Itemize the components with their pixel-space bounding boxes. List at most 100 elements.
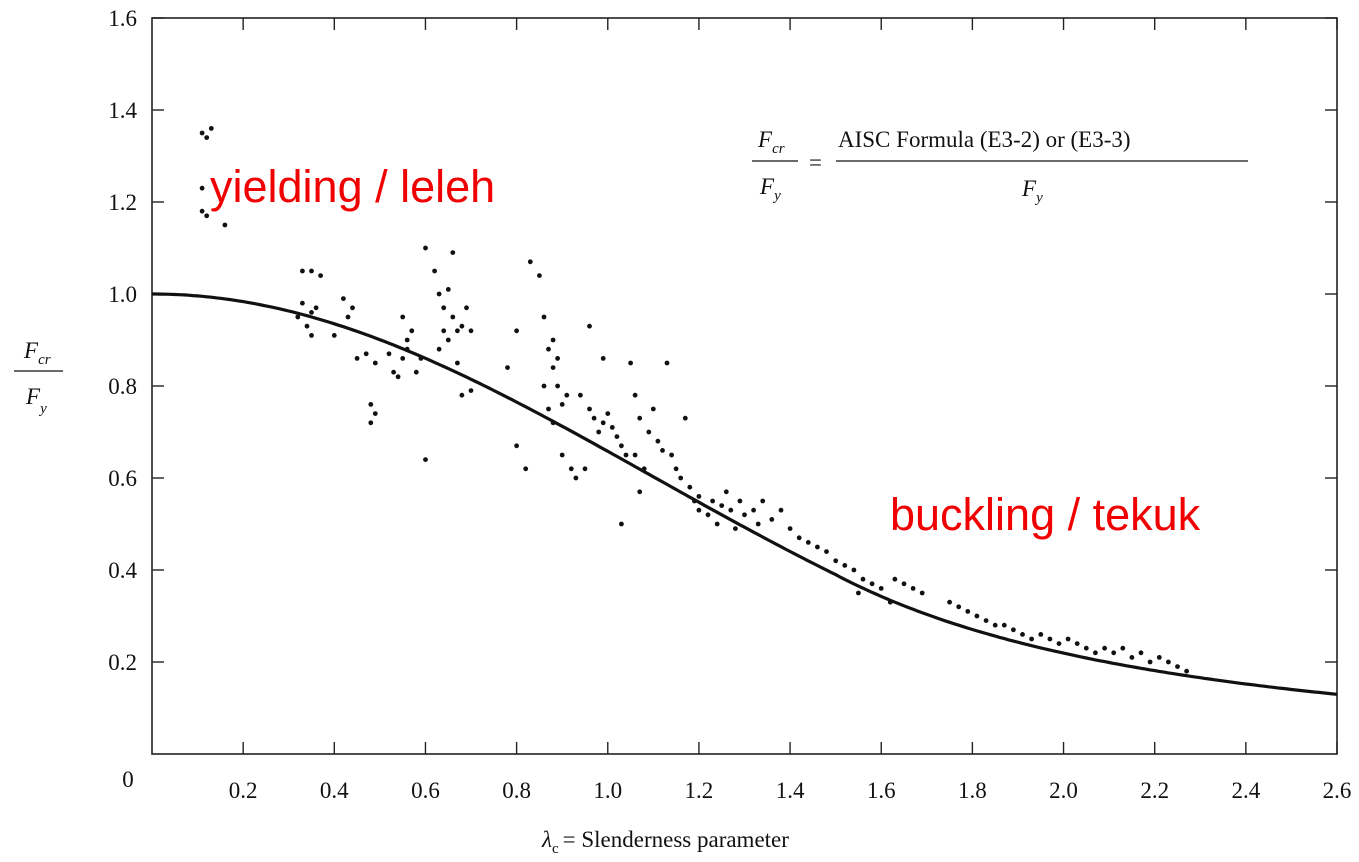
- data-point: [878, 586, 884, 591]
- y-tick-label: 1.2: [108, 190, 137, 215]
- data-point: [1129, 655, 1135, 660]
- data-point: [1011, 627, 1016, 633]
- data-point: [1166, 659, 1171, 665]
- data-point: [614, 434, 620, 439]
- data-point: [1047, 636, 1053, 642]
- data-point: [568, 466, 574, 472]
- data-point: [546, 346, 551, 352]
- data-point: [728, 507, 734, 513]
- data-point: [199, 185, 205, 191]
- x-tick-label: 1.4: [776, 778, 805, 803]
- data-point: [423, 245, 428, 251]
- data-point: [455, 360, 460, 366]
- x-tick-label: 1.8: [958, 778, 987, 803]
- axes-layer: 0.2 0.4 0.6 0.8 1.0 1.2 1.4 1.6 1.8 2.0 2.2 2.4 2.6 0…: [108, 6, 1351, 803]
- data-point: [796, 535, 802, 541]
- data-point: [404, 346, 410, 352]
- data-point: [769, 517, 775, 522]
- y-tick-label: 0.8: [108, 374, 137, 399]
- data-point: [641, 466, 647, 472]
- data-point: [856, 590, 861, 596]
- data-point: [368, 402, 374, 407]
- data-point: [587, 406, 592, 412]
- data-point: [418, 356, 424, 361]
- data-point: [687, 484, 693, 490]
- data-point: [1093, 650, 1098, 656]
- data-point: [300, 268, 305, 274]
- data-point: [1020, 632, 1025, 637]
- data-point: [1001, 622, 1007, 628]
- data-point: [450, 250, 456, 256]
- data-point: [710, 498, 715, 504]
- data-point: [1184, 668, 1189, 674]
- data-point: [436, 291, 442, 297]
- data-point: [445, 337, 451, 343]
- data-point: [760, 498, 766, 504]
- data-point: [550, 337, 556, 343]
- data-point: [514, 328, 519, 334]
- data-point: [719, 503, 725, 508]
- data-point: [309, 268, 314, 274]
- data-point: [632, 452, 638, 458]
- data-point: [350, 305, 355, 311]
- data-point: [965, 609, 971, 614]
- data-point: [1175, 664, 1180, 669]
- data-point: [527, 259, 533, 265]
- data-point: [409, 328, 415, 334]
- x-tick-label: 0.8: [502, 778, 531, 803]
- curve-layer: [152, 292, 1338, 696]
- data-point: [199, 130, 205, 136]
- data-point: [860, 576, 866, 582]
- data-point: [605, 411, 611, 416]
- data-point: [655, 438, 661, 444]
- data-point: [1156, 655, 1162, 660]
- data-point: [682, 415, 688, 421]
- data-point: [459, 392, 465, 398]
- data-point: [956, 604, 962, 610]
- formula-rhs-denominator: Fy: [1021, 176, 1043, 206]
- data-point: [673, 466, 679, 472]
- data-point: [541, 314, 547, 320]
- data-point: [578, 392, 583, 398]
- data-point: [341, 296, 346, 301]
- formula-lhs-denominator: Fy: [759, 174, 781, 204]
- data-point: [400, 314, 406, 320]
- data-point: [445, 287, 451, 292]
- data-point: [678, 475, 684, 481]
- data-point: [468, 388, 474, 393]
- data-point: [619, 443, 624, 449]
- data-point: [609, 425, 615, 430]
- data-point: [372, 360, 378, 366]
- data-point: [1083, 645, 1089, 651]
- data-point: [587, 323, 592, 329]
- data-point: [559, 402, 565, 407]
- points-layer: [199, 125, 1189, 674]
- data-point: [354, 356, 360, 361]
- data-point: [910, 586, 916, 591]
- data-point: [714, 521, 720, 527]
- x-tick-label: 1.0: [593, 778, 622, 803]
- data-point: [992, 622, 998, 628]
- data-point: [555, 356, 560, 361]
- data-point: [555, 383, 560, 389]
- y-axis-label-bottom: Fy: [25, 384, 47, 417]
- data-point: [737, 498, 743, 504]
- annotation-yielding: yielding / leleh: [210, 161, 495, 212]
- data-point: [646, 429, 652, 435]
- column-strength-curve: [152, 292, 1338, 696]
- data-point: [391, 369, 396, 375]
- data-point: [723, 489, 729, 495]
- data-point: [705, 512, 711, 518]
- x-tick-label: 2.4: [1231, 778, 1260, 803]
- data-point: [660, 448, 665, 453]
- data-point: [591, 415, 597, 421]
- data-point: [919, 590, 925, 596]
- data-point: [386, 351, 392, 357]
- x-tick-label: 1.2: [685, 778, 714, 803]
- labels-layer: Fcr Fy λc = Slenderness parameter Fcr Fy …: [14, 127, 1248, 857]
- data-point: [459, 323, 465, 329]
- formula-equals: =: [809, 150, 822, 175]
- annotation-buckling: buckling / tekuk: [890, 489, 1201, 540]
- data-point: [600, 420, 606, 426]
- data-point: [619, 521, 624, 527]
